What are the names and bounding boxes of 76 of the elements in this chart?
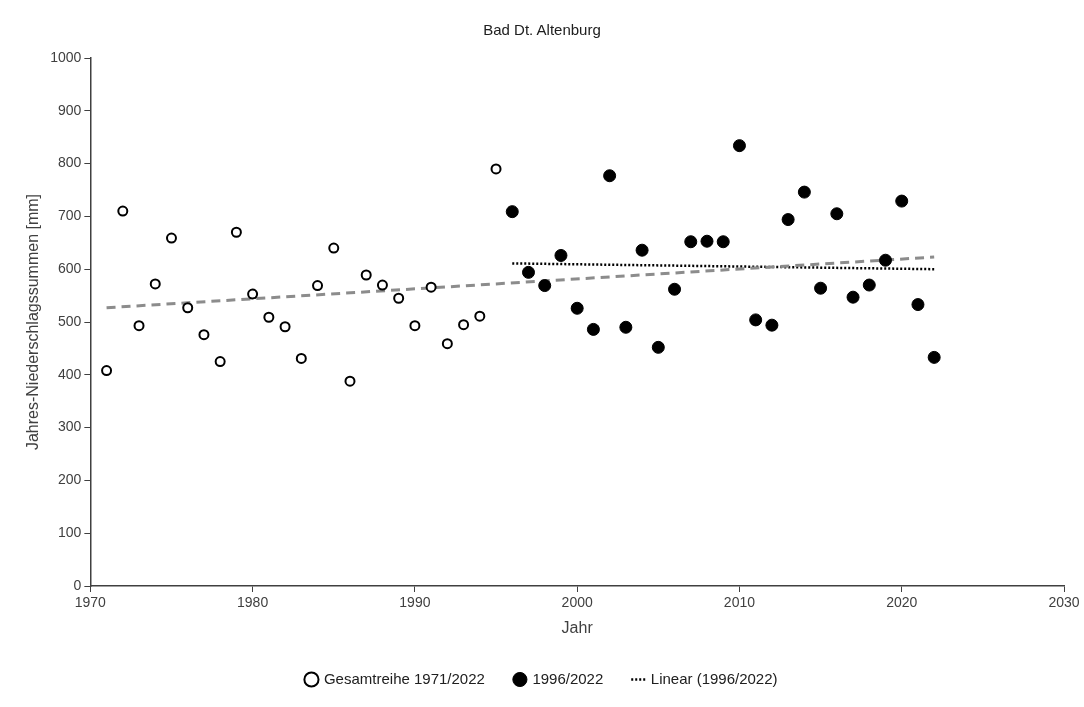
point: [781, 213, 795, 227]
point: [344, 375, 356, 387]
point: [749, 313, 763, 327]
x-tick-label: 2000: [561, 594, 593, 611]
point: [247, 288, 259, 300]
legend-label: 1996/2022: [532, 669, 604, 687]
point: [684, 235, 698, 249]
point: [554, 248, 568, 262]
x-tick-label: 2030: [1048, 594, 1080, 611]
point: [668, 282, 682, 296]
y-tick-label: 0: [73, 576, 82, 593]
point: [165, 232, 177, 244]
point: [409, 320, 421, 332]
point: [214, 356, 226, 368]
legend-label: Gesamtreihe 1971/2022: [323, 669, 485, 687]
point: [797, 185, 811, 199]
point: [441, 338, 453, 350]
x-tick-label: 2020: [886, 594, 918, 611]
y-tick-label: 800: [57, 154, 82, 171]
y-tick-label: 700: [57, 207, 82, 224]
point: [101, 365, 113, 377]
x-tick-label: 1970: [74, 594, 107, 611]
point: [895, 194, 909, 208]
point: [586, 322, 600, 336]
x-tick-label: 1980: [237, 594, 269, 611]
point: [927, 350, 941, 364]
point: [425, 281, 437, 293]
y-tick-label: 900: [57, 101, 82, 118]
point: [149, 278, 161, 290]
point: [295, 352, 307, 364]
point: [490, 163, 502, 175]
point: [651, 340, 665, 354]
point: [570, 301, 584, 315]
y-tick-label: 600: [57, 260, 82, 277]
point: [117, 205, 129, 217]
point: [328, 242, 340, 254]
point: [716, 235, 730, 249]
point: [312, 280, 324, 292]
point: [911, 298, 925, 312]
point: [230, 226, 242, 238]
point: [474, 310, 486, 322]
point: [538, 279, 552, 293]
x-axis-title: Jahr: [561, 618, 594, 636]
point: [846, 290, 860, 304]
x-tick-label: 2010: [723, 594, 756, 611]
y-tick-label: 100: [57, 524, 82, 541]
x-tick-label: 1990: [399, 594, 431, 611]
point: [635, 243, 649, 257]
point: [198, 329, 210, 341]
point: [619, 320, 633, 334]
y-tick-label: 200: [57, 471, 82, 488]
point: [279, 321, 291, 333]
point: [182, 302, 194, 314]
point: [814, 281, 828, 295]
y-tick-label: 1000: [50, 48, 82, 65]
point: [700, 234, 714, 248]
chart-title: Bad Dt. Altenburg: [483, 21, 601, 39]
point: [862, 278, 876, 292]
point: [393, 292, 405, 304]
point: [879, 253, 892, 267]
legend-label: Linear (1996/2022): [650, 669, 778, 687]
point: [521, 265, 535, 279]
point: [505, 205, 519, 219]
point: [603, 169, 617, 183]
y-axis-title: Jahres-Niederschlagssummen [mm]: [24, 193, 42, 451]
y-tick-label: 400: [57, 365, 82, 382]
point: [732, 139, 746, 153]
point: [830, 207, 844, 221]
point: [765, 318, 779, 332]
point: [133, 320, 145, 332]
y-tick-label: 300: [57, 418, 82, 435]
y-tick-label: 500: [57, 312, 82, 329]
point: [458, 319, 470, 331]
point: [263, 311, 275, 323]
point: [360, 269, 372, 281]
point: [376, 279, 388, 291]
